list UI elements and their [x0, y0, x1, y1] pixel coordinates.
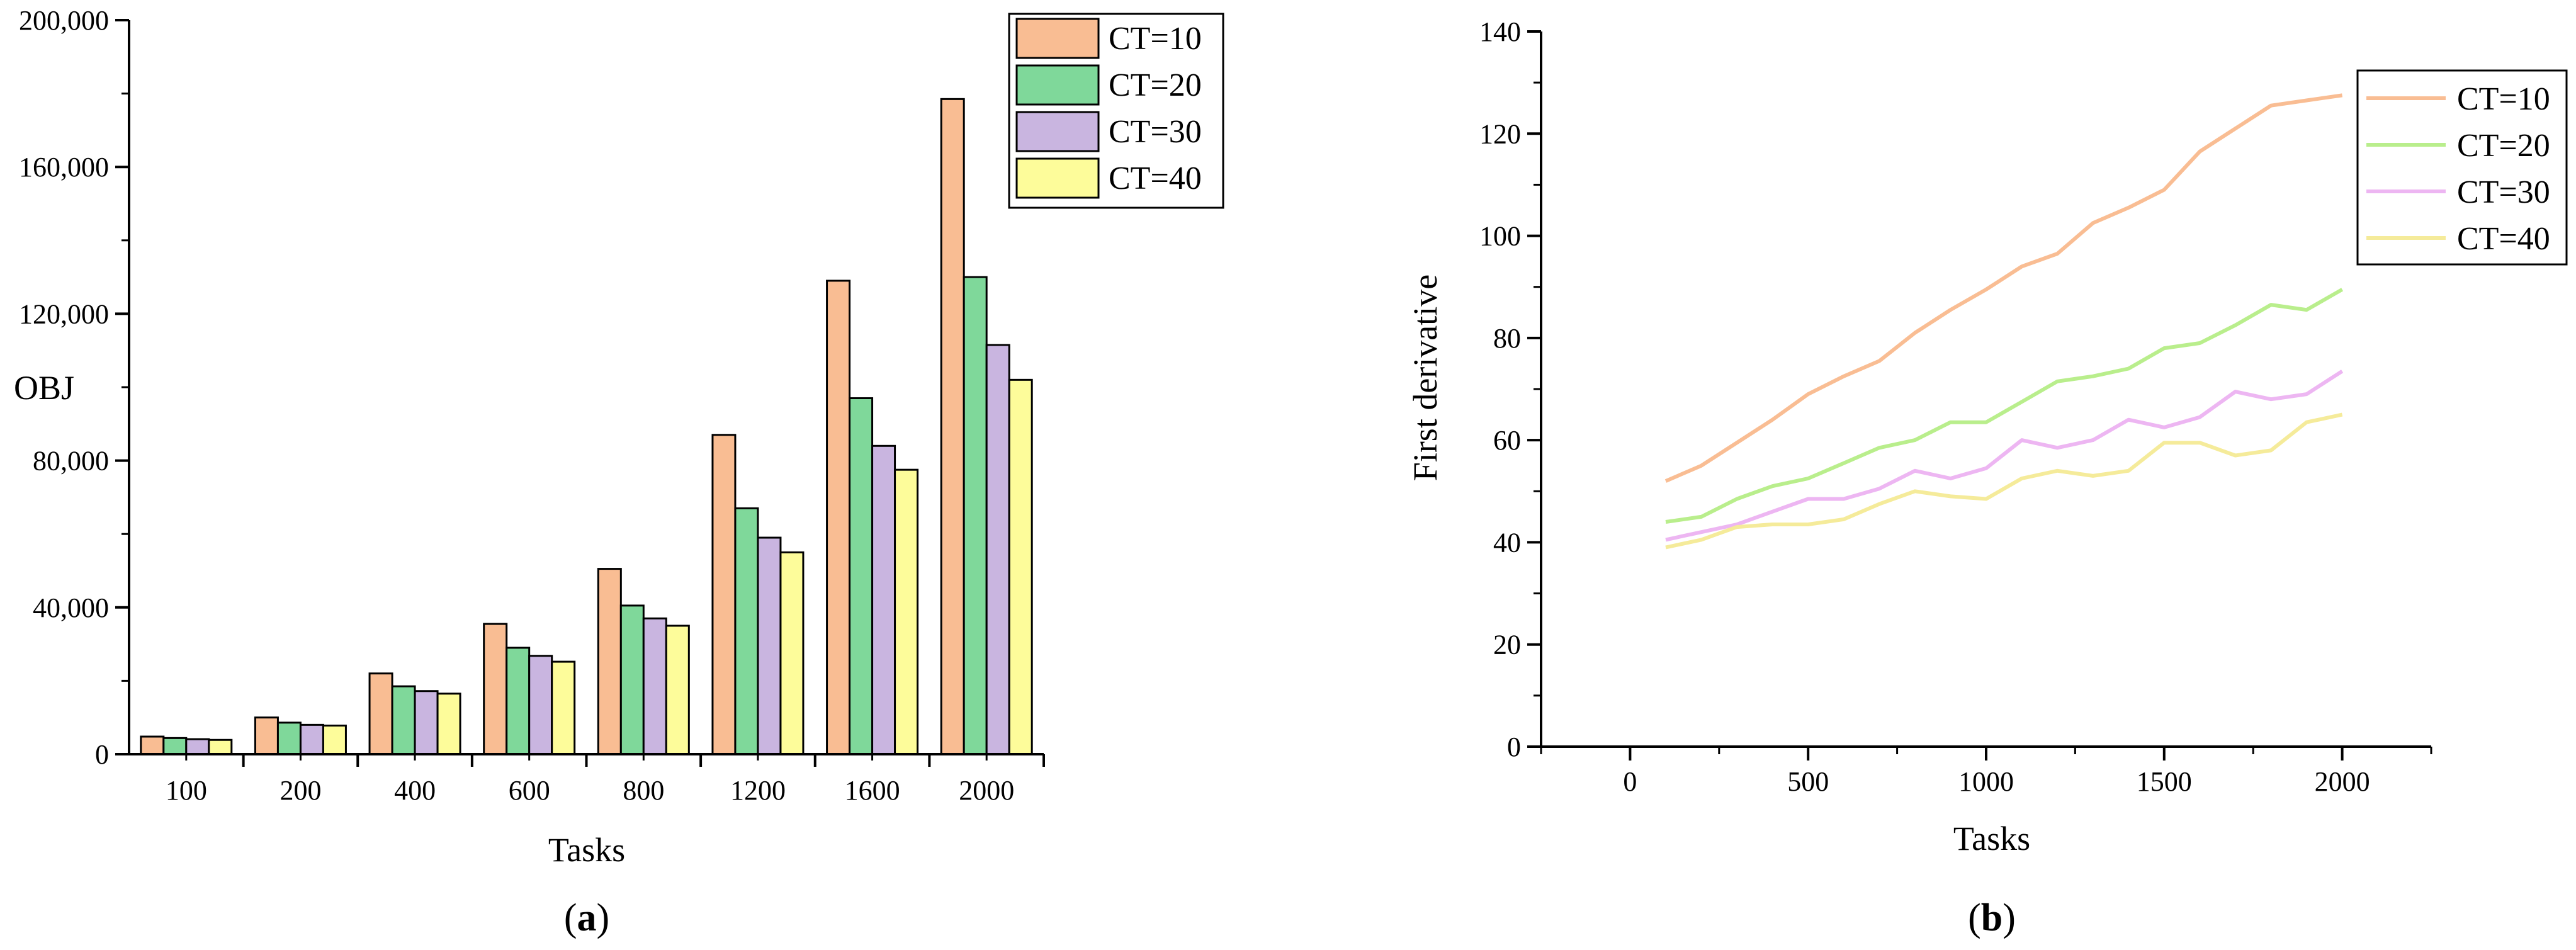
bar [506, 647, 531, 755]
bar [597, 568, 622, 755]
y-tick-label: 160,000 [19, 152, 109, 183]
bar [711, 434, 737, 755]
series-line [1665, 370, 2344, 542]
y-tick-label: 200,000 [19, 5, 109, 36]
legend-label: CT=30 [2457, 174, 2550, 210]
bar [276, 721, 302, 755]
bar [414, 690, 439, 755]
legend: CT=10 CT=20 CT=30 CT=40 [2356, 69, 2568, 266]
y-tick-label: 80 [1493, 323, 1521, 354]
bar [162, 737, 188, 755]
x-tick-label: 1600 [845, 775, 900, 806]
bar [185, 738, 210, 755]
y-tick-label: 80,000 [33, 446, 109, 477]
bar [208, 738, 233, 755]
legend-label: CT=10 [1109, 21, 1202, 57]
bar [894, 468, 919, 755]
x-tick-label: 1200 [730, 775, 786, 806]
legend-swatch [1015, 18, 1100, 59]
legend-swatch [1015, 64, 1100, 106]
y-tick-label: 40 [1493, 527, 1521, 558]
bar-chart-panel-a: 0 40,000 80,000 120,000 160,000 200,000 100 200… [14, 5, 1224, 939]
bar-series-group [140, 98, 1033, 755]
x-tick-label: 500 [1787, 766, 1829, 797]
legend-label: CT=20 [2457, 128, 2550, 164]
bar [779, 551, 805, 755]
line-series-group [1664, 93, 2344, 550]
bar [871, 444, 896, 755]
panel-label-a: (a) [564, 896, 609, 939]
svg-text:(a): (a) [564, 896, 609, 939]
bar [254, 716, 279, 755]
bar [642, 617, 667, 755]
y-tick-label: 0 [95, 739, 109, 770]
series-line [1664, 93, 2343, 483]
svg-text:(b): (b) [1968, 896, 2016, 939]
bar [483, 623, 508, 755]
series-line [1665, 412, 2343, 550]
line-chart-axes [1527, 30, 2432, 761]
bar-chart-tick-labels: 0 40,000 80,000 120,000 160,000 200,000 100 200… [19, 5, 1014, 806]
bar [528, 655, 553, 755]
bar [963, 276, 988, 755]
x-tick-label: 0 [1623, 766, 1637, 797]
y-axis-label: OBJ [14, 369, 74, 407]
y-tick-label: 120,000 [19, 298, 109, 329]
y-tick-label: 100 [1479, 221, 1521, 252]
x-tick-label: 2000 [2315, 766, 2370, 797]
x-tick-label: 200 [280, 775, 321, 806]
legend-label: CT=30 [1109, 114, 1202, 150]
bar [849, 397, 874, 755]
x-tick-label: 100 [166, 775, 207, 806]
x-tick-label: 2000 [959, 775, 1014, 806]
legend-label: CT=10 [2457, 81, 2550, 117]
bar [940, 98, 965, 755]
legend-box [2356, 69, 2568, 266]
bar [665, 625, 690, 755]
x-tick-label: 400 [394, 775, 436, 806]
bar-chart-axes [115, 19, 1045, 767]
y-tick-label: 120 [1479, 118, 1521, 149]
line-chart-panel-b: 0 20 40 60 80 100 120 140 0 500 1000 1500 2000 First… [1406, 16, 2568, 939]
x-tick-label: 1000 [1958, 766, 2014, 797]
bar [757, 536, 782, 755]
y-tick-label: 60 [1493, 425, 1521, 456]
panel-label-letter: a [577, 896, 597, 939]
bar [985, 344, 1010, 755]
line-chart-tick-labels: 0 20 40 60 80 100 120 140 0 500 1000 1500 2000 [1479, 16, 2370, 797]
legend-label: CT=40 [1109, 161, 1202, 196]
y-tick-label: 0 [1507, 732, 1521, 762]
bar [826, 280, 851, 755]
legend-label: CT=20 [1109, 67, 1202, 103]
bar [1008, 378, 1033, 755]
bar [322, 725, 347, 755]
y-tick-label: 20 [1493, 630, 1521, 660]
x-tick-label: 800 [623, 775, 664, 806]
y-tick-label: 40,000 [33, 592, 109, 623]
legend: CT=10 CT=20 CT=30 CT=40 [1008, 13, 1224, 209]
bar [734, 507, 759, 755]
legend-label: CT=40 [2457, 221, 2550, 257]
bar [551, 660, 576, 755]
panel-label-letter: b [1981, 896, 2003, 939]
y-tick-label: 140 [1479, 16, 1521, 47]
bar [140, 735, 165, 755]
bar [619, 604, 645, 755]
x-axis-label: Tasks [548, 831, 625, 869]
panel-label-b: (b) [1968, 896, 2016, 939]
legend-swatch [1015, 111, 1100, 152]
bar [299, 723, 324, 755]
x-axis-label: Tasks [1953, 820, 2030, 857]
bar [368, 672, 393, 755]
x-tick-label: 1500 [2137, 766, 2192, 797]
bar [436, 693, 461, 755]
series-line [1665, 288, 2344, 524]
legend-swatch [1015, 157, 1100, 199]
bar [391, 685, 416, 755]
x-tick-label: 600 [509, 775, 550, 806]
y-axis-label: First derivative [1406, 274, 1444, 481]
